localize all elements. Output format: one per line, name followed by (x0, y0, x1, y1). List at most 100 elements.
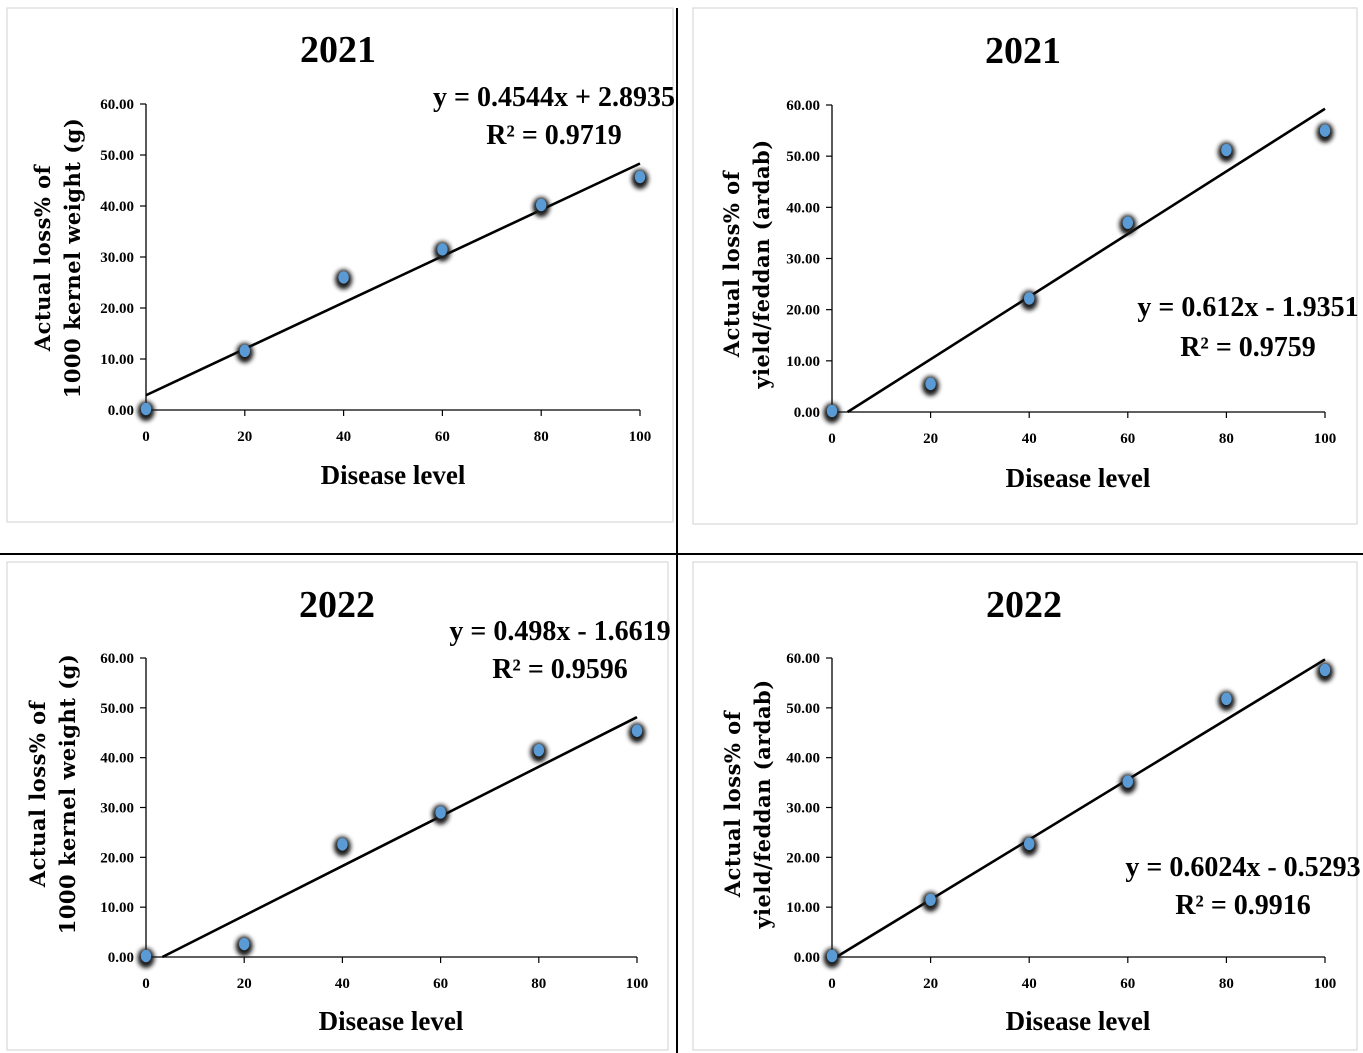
data-point-marker (437, 243, 448, 256)
trendline-r-squared: R² = 0.9596 (492, 654, 628, 685)
data-point-marker (826, 404, 838, 418)
data-point (1119, 214, 1137, 235)
y-tick-label: 50.00 (100, 701, 134, 717)
x-tick-label: 20 (923, 976, 938, 992)
data-point-marker (338, 271, 349, 284)
y-tick-label: 40.00 (100, 751, 134, 767)
y-tick-label: 10.00 (786, 354, 820, 370)
y-tick-label: 0.00 (108, 403, 134, 419)
data-point-marker (140, 402, 152, 416)
y-tick-label: 30.00 (100, 801, 134, 817)
x-tick-label: 80 (531, 976, 546, 992)
x-tick-label: 40 (336, 429, 351, 445)
y-tick-label: 40.00 (786, 200, 820, 216)
data-point (1119, 773, 1137, 794)
x-tick-label: 80 (1219, 976, 1234, 992)
y-tick-label: 20.00 (786, 850, 820, 866)
data-point-marker (925, 893, 936, 906)
trendline-equation: y = 0.6024x - 0.5293 (1125, 852, 1360, 883)
data-point (922, 375, 940, 396)
trendline-r-squared: R² = 0.9759 (1180, 332, 1316, 363)
data-point (235, 936, 253, 957)
y-axis-label-line: yield/feddan (ardab) (749, 139, 774, 389)
x-tick-label: 60 (1120, 976, 1135, 992)
x-tick-label: 80 (1219, 431, 1234, 447)
data-point (335, 269, 353, 290)
panel-border (6, 7, 674, 523)
data-point (137, 401, 155, 421)
data-point-marker (1319, 663, 1331, 677)
data-point-marker (634, 170, 646, 184)
y-tick-label: 10.00 (100, 352, 134, 368)
x-tick-label: 20 (923, 431, 938, 447)
y-tick-label: 20.00 (100, 301, 134, 317)
y-axis-label: Actual loss% of 1000 kernel weight (g) (25, 654, 80, 935)
data-point (1020, 835, 1038, 856)
y-tick-label: 20.00 (100, 850, 134, 866)
data-point-marker (1023, 837, 1035, 851)
y-tick-label: 60.00 (100, 651, 134, 667)
data-point-marker (1122, 216, 1134, 229)
data-point (631, 168, 649, 189)
y-tick-label: 10.00 (100, 900, 134, 916)
data-point (1217, 142, 1235, 163)
y-axis-label-line: 1000 kernel weight (g) (60, 118, 85, 399)
data-point-marker (1023, 292, 1035, 305)
y-axis-label: Actual loss% of 1000 kernel weight (g) (30, 118, 85, 399)
y-tick-label: 20.00 (786, 303, 820, 319)
trendline-r-squared: R² = 0.9916 (1175, 890, 1311, 921)
data-point (1217, 690, 1235, 711)
data-point (530, 742, 548, 763)
x-tick-label: 0 (828, 431, 836, 447)
x-tick-label: 80 (534, 429, 549, 445)
chart-panel-1: 2021 0.00 10.00 20.00 30.00 40.00 50.00 60.00 0 2… (6, 7, 675, 523)
x-tick-label: 0 (142, 976, 150, 992)
trendline (835, 658, 1326, 959)
y-tick-label: 40.00 (786, 751, 820, 767)
y-tick-label: 10.00 (786, 900, 820, 916)
data-point (922, 891, 940, 912)
x-tick-label: 0 (828, 976, 836, 992)
x-axis-label: Disease level (319, 1006, 464, 1036)
y-axis-label: Actual loss% of yield/feddan (ardab) (720, 679, 775, 929)
chart-title: 2022 (299, 584, 375, 626)
y-tick-label: 30.00 (786, 801, 820, 817)
data-point-marker (1122, 775, 1134, 788)
data-point (333, 836, 351, 857)
trendline-r-squared: R² = 0.9719 (486, 120, 622, 151)
x-axis-label: Disease level (1006, 1006, 1151, 1036)
trendline (145, 162, 641, 397)
y-tick-label: 40.00 (100, 199, 134, 215)
data-point-marker (239, 937, 250, 951)
chart-panel-3: 2022 0.00 10.00 20.00 30.00 40.00 50.00 60.00 0 2… (6, 561, 671, 1051)
y-tick-label: 0.00 (794, 405, 820, 421)
data-point (432, 804, 450, 825)
data-point-marker (1221, 692, 1232, 706)
data-point-marker (1221, 143, 1232, 157)
y-tick-label: 60.00 (786, 98, 820, 114)
data-point (1316, 661, 1334, 682)
x-axis-label: Disease level (1006, 463, 1151, 493)
panel-border (692, 7, 1358, 525)
x-tick-label: 60 (1120, 431, 1135, 447)
x-tick-label: 0 (142, 429, 150, 445)
y-axis-label-line: Actual loss% of (719, 169, 744, 358)
x-tick-label: 100 (626, 976, 649, 992)
data-point (823, 403, 841, 423)
data-point-marker (925, 377, 936, 391)
y-tick-label: 30.00 (786, 252, 820, 268)
data-point (236, 342, 254, 363)
data-point-marker (826, 949, 838, 963)
data-point-marker (337, 838, 348, 851)
trendline-equation: y = 0.498x - 1.6619 (449, 616, 670, 647)
y-tick-label: 30.00 (100, 250, 134, 266)
horizontal-divider (0, 553, 1363, 555)
data-point (1020, 290, 1038, 311)
x-tick-label: 40 (335, 976, 350, 992)
data-point (628, 722, 646, 743)
y-axis-label-line: Actual loss% of (30, 163, 55, 352)
y-tick-label: 50.00 (786, 149, 820, 165)
y-tick-label: 50.00 (100, 148, 134, 164)
x-tick-label: 20 (237, 429, 252, 445)
vertical-divider (676, 8, 678, 1053)
